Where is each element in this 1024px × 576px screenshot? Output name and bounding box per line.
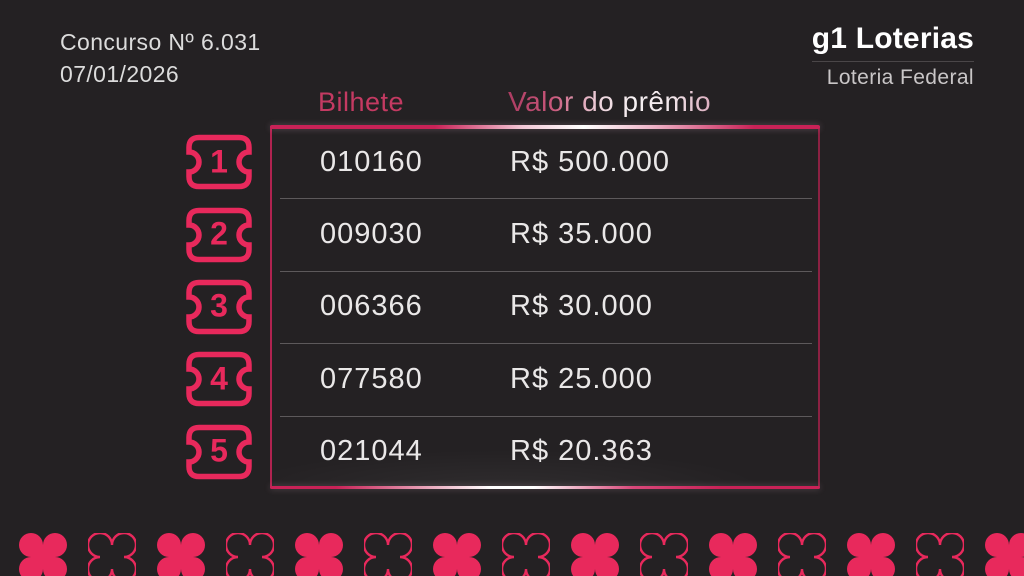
table-row: 3 006366 R$ 30.000 (272, 270, 818, 343)
table-row: 4 077580 R$ 25.000 (272, 343, 818, 415)
table-row: 2 009030 R$ 35.000 (272, 198, 818, 270)
valor-cell: R$ 30.000 (510, 290, 653, 323)
logo-title: g1 Loterias (811, 22, 974, 55)
valor-cell: R$ 25.000 (510, 362, 653, 395)
table-column-headers: Bilhete Valor do prêmio (270, 86, 820, 118)
clover-icon (88, 533, 136, 576)
clover-icon (502, 533, 550, 576)
contest-date: 07/01/2026 (60, 60, 180, 87)
ticket-icon: 1 (186, 135, 252, 190)
rank-number: 4 (210, 360, 228, 397)
bilhete-cell: 021044 (320, 435, 423, 468)
valor-cell: R$ 20.363 (510, 435, 653, 468)
logo-divider (811, 61, 974, 62)
table-top-border (270, 125, 820, 129)
rank-number: 2 (210, 215, 228, 252)
ticket-icon: 3 (186, 279, 252, 334)
valor-cell: R$ 500.000 (510, 145, 670, 178)
bilhete-cell: 077580 (320, 362, 423, 395)
clover-icon (157, 533, 205, 576)
rank-number: 1 (210, 143, 228, 180)
ticket-icon: 4 (186, 352, 252, 407)
clover-icon (640, 533, 688, 576)
table-row: 1 010160 R$ 500.000 (272, 126, 818, 198)
table-bottom-border (270, 485, 820, 489)
clover-icon (433, 533, 481, 576)
ticket-icon: 2 (186, 207, 252, 262)
clover-icon (226, 533, 274, 576)
clover-icon (847, 533, 895, 576)
bilhete-cell: 006366 (320, 290, 423, 323)
valor-cell: R$ 35.000 (510, 218, 653, 251)
logo-block: g1 Loterias Loteria Federal (811, 22, 974, 90)
rank-number: 3 (210, 287, 228, 324)
bilhete-cell: 009030 (320, 218, 423, 251)
table-row: 5 021044 R$ 20.363 (272, 415, 818, 488)
results-table: 1 010160 R$ 500.000 2 009030 R$ 35.000 3… (270, 125, 820, 489)
contest-info: Concurso Nº 6.031 07/01/2026 (60, 27, 261, 90)
clover-icon (295, 533, 343, 576)
clover-icon (709, 533, 757, 576)
logo-subtitle: Loteria Federal (826, 66, 974, 89)
clover-decoration-strip (0, 533, 1024, 576)
column-header-bilhete: Bilhete (318, 87, 405, 117)
clover-icon (364, 533, 412, 576)
clover-icon (916, 533, 964, 576)
ticket-icon: 5 (186, 424, 252, 479)
clover-icon (778, 533, 826, 576)
clover-icon (985, 533, 1024, 576)
clover-icon (571, 533, 619, 576)
clover-icon (19, 533, 67, 576)
contest-number: Concurso Nº 6.031 (60, 29, 261, 55)
table-rows: 1 010160 R$ 500.000 2 009030 R$ 35.000 3… (272, 126, 818, 488)
rank-number: 5 (210, 432, 228, 469)
column-header-valor: Valor do prêmio (508, 86, 712, 117)
bilhete-cell: 010160 (320, 145, 423, 178)
